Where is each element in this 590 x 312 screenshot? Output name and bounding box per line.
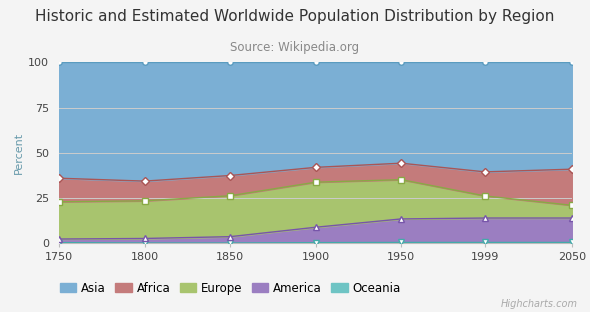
Legend: Asia, Africa, Europe, America, Oceania: Asia, Africa, Europe, America, Oceania xyxy=(60,282,401,295)
Text: Source: Wikipedia.org: Source: Wikipedia.org xyxy=(231,41,359,54)
Text: Highcharts.com: Highcharts.com xyxy=(501,299,578,309)
Text: Historic and Estimated Worldwide Population Distribution by Region: Historic and Estimated Worldwide Populat… xyxy=(35,9,555,24)
Y-axis label: Percent: Percent xyxy=(14,132,24,174)
